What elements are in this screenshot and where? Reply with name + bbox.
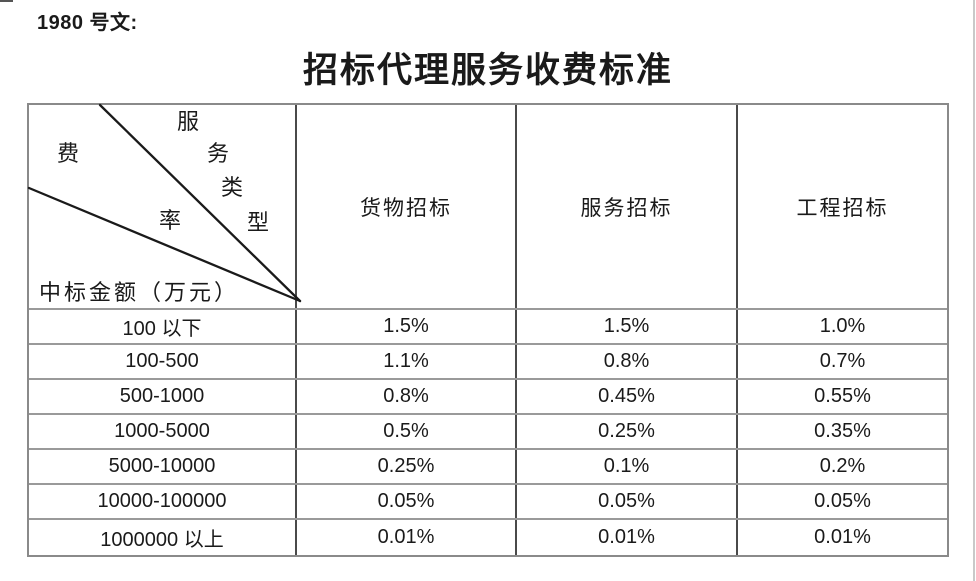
- fee-cell: 1.5%: [517, 310, 738, 343]
- column-header-engineering: 工程招标: [796, 195, 889, 220]
- fee-cell: 0.8%: [297, 380, 517, 413]
- row-label-amount-range: 5000-10000: [29, 450, 297, 483]
- fee-cell: 0.05%: [297, 485, 517, 518]
- fee-cell: 0.1%: [517, 450, 738, 483]
- corner-service-type-char: 服: [177, 109, 200, 134]
- fee-cell: 0.5%: [297, 415, 517, 448]
- page-title: 招标代理服务收费标准: [302, 51, 673, 90]
- diagonal-header-cell: 服 务 类 型 费 率 中标金额（万元）: [27, 103, 302, 308]
- fee-cell: 0.55%: [814, 385, 871, 407]
- column-header-service: 服务招标: [517, 105, 738, 308]
- corner-service-type-char: 务: [207, 141, 230, 166]
- table-row: 100 以下 1.5% 1.5% 1.0%: [29, 310, 947, 345]
- doc-number-label: 1980 号文:: [37, 12, 138, 34]
- corner-rate-char: 费: [57, 141, 80, 166]
- fee-cell: 0.01%: [297, 520, 517, 555]
- corner-amount-label: 中标金额（万元）: [39, 280, 240, 305]
- column-header-goods: 货物招标: [297, 105, 517, 308]
- row-label-amount-range: 10000-100000: [29, 485, 297, 518]
- fee-cell: 0.45%: [517, 380, 738, 413]
- table-row: 10000-100000 0.05% 0.05% 0.05%: [29, 485, 947, 520]
- fee-table: 服 务 类 型 费 率 中标金额（万元） 货物招标 服务招标 工程招标 100 …: [27, 103, 949, 557]
- row-label-amount-range: 100 以下: [29, 310, 297, 343]
- fee-cell: 0.01%: [517, 520, 738, 555]
- table-row: 1000-5000 0.5% 0.25% 0.35%: [29, 415, 947, 450]
- corner-service-type-char: 类: [221, 175, 244, 200]
- fee-cell: 0.25%: [297, 450, 517, 483]
- fee-cell: 0.2%: [819, 455, 866, 477]
- fee-cell: 1.0%: [819, 315, 866, 337]
- row-label-amount-range: 100-500: [29, 345, 297, 378]
- fee-cell: 0.8%: [517, 345, 738, 378]
- table-header-row: 服 务 类 型 费 率 中标金额（万元） 货物招标 服务招标 工程招标: [27, 103, 947, 310]
- table-row: 5000-10000 0.25% 0.1% 0.2%: [29, 450, 947, 485]
- fee-cell: 0.25%: [517, 415, 738, 448]
- row-label-amount-range: 1000-5000: [29, 415, 297, 448]
- page-right-edge: [973, 0, 975, 581]
- fee-cell: 1.5%: [297, 310, 517, 343]
- row-label-amount-range: 500-1000: [29, 380, 297, 413]
- corner-rate-char: 率: [159, 208, 182, 233]
- fee-cell: 0.01%: [814, 526, 871, 548]
- fee-cell: 1.1%: [297, 345, 517, 378]
- corner-service-type-char: 型: [247, 210, 270, 235]
- table-row: 1000000 以上 0.01% 0.01% 0.01%: [29, 520, 947, 555]
- table-row: 100-500 1.1% 0.8% 0.7%: [29, 345, 947, 380]
- screenshot-corner-mark: [0, 0, 13, 2]
- fee-cell: 0.05%: [814, 490, 871, 512]
- fee-cell: 0.05%: [517, 485, 738, 518]
- fee-cell: 0.7%: [819, 350, 866, 372]
- table-row: 500-1000 0.8% 0.45% 0.55%: [29, 380, 947, 415]
- row-label-amount-range: 1000000 以上: [29, 520, 297, 555]
- diagonal-split-lines: [27, 103, 302, 303]
- fee-cell: 0.35%: [814, 420, 871, 442]
